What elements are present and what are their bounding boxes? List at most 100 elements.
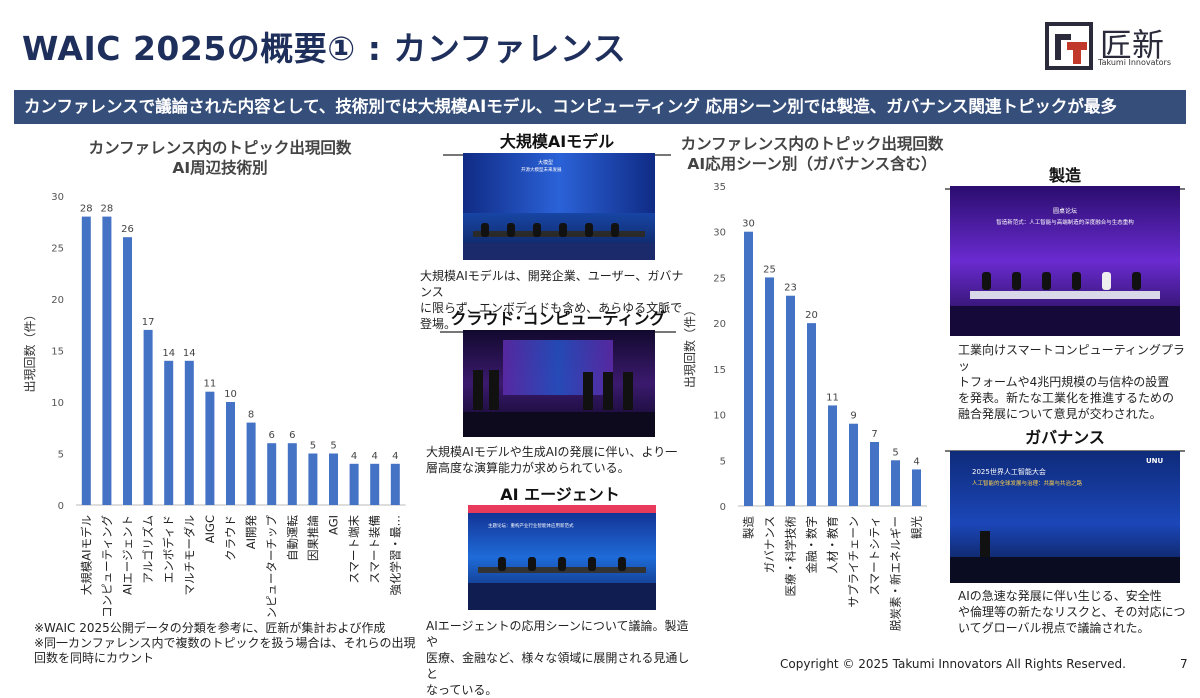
company-logo: 匠新 Takumi Innovators	[1040, 20, 1190, 74]
photo-agent-text: 主题论坛：重构产业行业智能体应用新范式	[488, 524, 574, 529]
bar	[765, 277, 774, 506]
source-note: ※WAIC 2025公開データの分類を参考に、匠新が集計および作成 ※同一カンフ…	[34, 621, 415, 666]
y-tick-label: 15	[713, 365, 726, 376]
bar	[287, 443, 297, 505]
y-tick-label: 10	[51, 398, 64, 409]
bar	[81, 216, 91, 505]
bar	[102, 216, 112, 505]
x-tick-label: マルチモーダル	[182, 515, 196, 596]
caption-agent-line-1: AIエージェントの応用シーンについて議論。製造や	[426, 619, 689, 649]
data-label: 17	[142, 317, 155, 328]
caption-cloud-line-1: 大規模AIモデルや生成AIの発展に伴い、より一	[426, 445, 678, 459]
data-label: 7	[871, 429, 877, 440]
bar	[390, 463, 400, 505]
data-label: 23	[784, 283, 797, 294]
bar	[912, 469, 921, 506]
section-title-llm: 大規模AIモデル	[443, 128, 671, 156]
data-label: 28	[101, 204, 114, 215]
chart1-title-block: カンファレンス内のトピック出現回数 AI周辺技術別	[40, 138, 400, 178]
copyright: Copyright © 2025 Takumi Innovators All R…	[780, 657, 1126, 671]
photo-manufacturing-forum: 圆桌论坛 智造新范式：人工智能与高端制造的深度融合与生态重构	[950, 186, 1180, 336]
x-tick-label: 因果推論	[306, 515, 320, 561]
x-tick-label: サプライチェーン	[847, 516, 861, 607]
data-label: 5	[892, 447, 898, 458]
chart2-title-block: カンファレンス内のトピック出現回数 AI応用シーン別（ガバナンス含む）	[662, 134, 962, 174]
logo-name: 匠新	[1100, 26, 1165, 64]
y-tick-label: 5	[58, 450, 64, 461]
note-line-3: 回数を同時にカウント	[34, 651, 155, 665]
data-label: 4	[372, 451, 378, 462]
data-label: 6	[289, 430, 295, 441]
data-label: 5	[330, 441, 336, 452]
chart1-subtitle: AI周辺技術別	[172, 159, 268, 177]
note-line-2: ※同一カンファレンス内で複数のトピックを扱う場合は、それらの出現	[34, 636, 416, 650]
photo-governance-text-2: 人工智能的全球发展与治理：共赢与共治之路	[972, 481, 1083, 487]
photo-governance-forum: 2025世界人工智能大会 人工智能的全球发展与治理：共赢与共治之路 UNU	[950, 451, 1180, 583]
bar	[184, 360, 194, 505]
bar	[329, 453, 338, 505]
note-line-1: ※WAIC 2025公開データの分類を参考に、匠新が集計および作成	[34, 621, 386, 635]
caption-llm-line-1: 大規模AIモデルは、開発企業、ユーザー、ガバナンス	[420, 269, 684, 299]
bar	[786, 295, 795, 506]
x-tick-label: 金融・数字	[805, 516, 819, 574]
data-label: 20	[805, 310, 818, 321]
x-tick-label: AIエージェント	[121, 515, 135, 595]
caption-manufacturing-line-3: を発表。新たな工業化を推進するための	[958, 391, 1175, 405]
caption-governance-line-1: AIの急速な発展に伴い生じる、安全性	[958, 589, 1162, 603]
bar	[370, 463, 380, 505]
photo-llm-forum: 大模型 开源大模型未来发展	[463, 153, 655, 260]
data-label: 11	[204, 379, 217, 390]
y-tick-label: 30	[713, 228, 726, 239]
data-label: 9	[850, 411, 856, 422]
x-tick-label: クラウド	[224, 515, 238, 561]
photo-governance-badge: UNU	[1146, 457, 1164, 465]
x-tick-label: AGI	[327, 515, 341, 535]
x-tick-label: コンピューティング	[100, 515, 114, 618]
data-label: 30	[742, 219, 755, 230]
summary-banner: カンファレンスで議論された内容として、技術別では大規模AIモデル、コンピューティ…	[14, 90, 1186, 124]
page-title: WAIC 2025の概要① : カンファレンス	[22, 29, 627, 68]
y-tick-label: 35	[713, 182, 726, 193]
x-tick-label: アルゴリズム	[141, 515, 155, 584]
caption-governance-line-2: や倫理等の新たなリスクと、その対応につ	[958, 605, 1186, 619]
section-title-governance: ガバナンス	[945, 424, 1185, 452]
y-axis-label: 出現回数（件）	[22, 308, 37, 392]
bar	[891, 460, 900, 506]
bar	[807, 323, 816, 506]
y-tick-label: 15	[51, 347, 64, 358]
x-tick-label: スマート端末	[347, 515, 361, 584]
y-axis-label: 出現回数（件）	[682, 304, 697, 388]
x-tick-label: 脱炭素・新エネルギー	[889, 516, 903, 631]
data-label: 8	[248, 410, 254, 421]
x-tick-label: 自動運転	[285, 515, 299, 561]
x-tick-label: 観光	[910, 516, 924, 539]
x-tick-label: エンボディド	[162, 515, 176, 583]
y-tick-label: 20	[51, 295, 64, 306]
photo-llm-text-2: 开源大模型未来发展	[521, 168, 562, 173]
caption-manufacturing: 工業向けスマートコンピューティングプラッ トフォームや4兆円規模の与信枠の設置 …	[958, 342, 1188, 422]
x-tick-label: 製造	[742, 516, 756, 539]
caption-agent: AIエージェントの応用シーンについて議論。製造や 医療、金融など、様々な領域に展…	[426, 618, 696, 698]
chart2-svg: 0 5 10 15 20 25 30 35 出現回数（件） 30 製造 25 ガバナンス 23 医療・科学技…	[682, 182, 927, 631]
bar	[205, 391, 215, 505]
bar	[744, 231, 753, 506]
bar	[308, 453, 318, 505]
chart2-title: カンファレンス内のトピック出現回数	[680, 135, 944, 153]
caption-cloud-line-2: 層高度な演算能力が求められている。	[426, 461, 630, 475]
bar	[349, 463, 359, 505]
bar	[226, 402, 235, 505]
data-label: 6	[269, 430, 275, 441]
bar	[870, 442, 879, 506]
caption-governance-line-3: いてグローバル視点で議論された。	[958, 621, 1150, 635]
chart1-title: カンファレンス内のトピック出現回数	[88, 139, 352, 157]
data-label: 4	[351, 451, 357, 462]
x-tick-label: スマートシティ	[868, 516, 882, 595]
data-label: 26	[121, 224, 134, 235]
photo-agent-forum: 主题论坛：重构产业行业智能体应用新范式	[468, 505, 656, 610]
data-label: 4	[913, 456, 919, 467]
caption-agent-line-2: 医療、金融など、様々な領域に展開される見通しと	[426, 651, 690, 681]
bar	[267, 443, 277, 505]
y-tick-label: 5	[720, 456, 726, 467]
caption-cloud: 大規模AIモデルや生成AIの発展に伴い、より一 層高度な演算能力が求められている…	[426, 444, 696, 476]
bar	[828, 405, 837, 506]
